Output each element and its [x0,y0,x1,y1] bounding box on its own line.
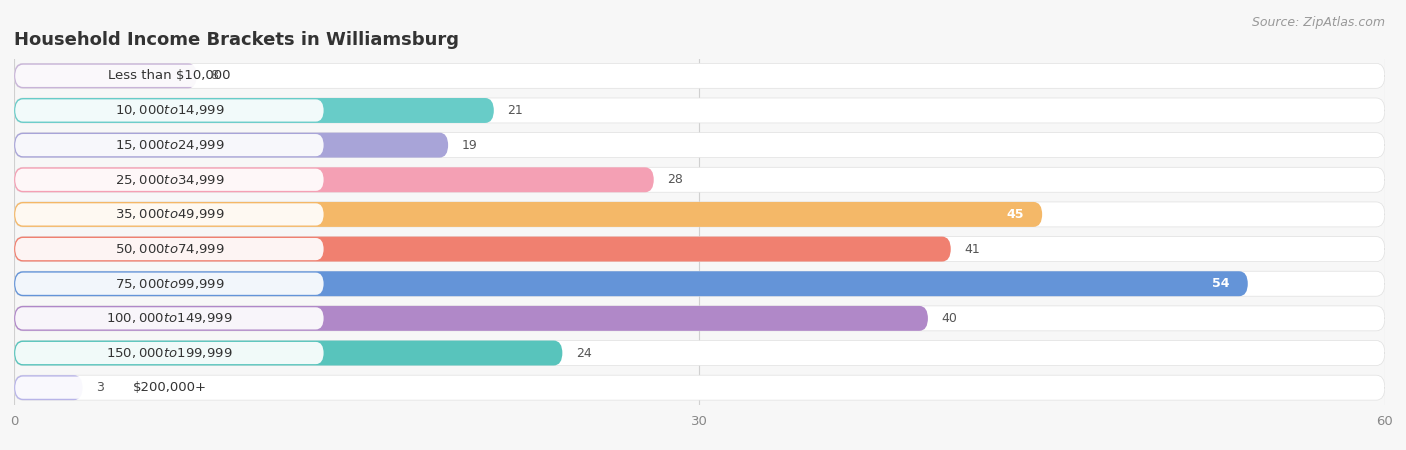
FancyBboxPatch shape [15,134,323,156]
FancyBboxPatch shape [14,271,1249,296]
FancyBboxPatch shape [14,98,494,123]
Text: $15,000 to $24,999: $15,000 to $24,999 [114,138,225,152]
Text: $75,000 to $99,999: $75,000 to $99,999 [114,277,225,291]
FancyBboxPatch shape [14,63,197,88]
FancyBboxPatch shape [14,133,1385,158]
Text: 19: 19 [463,139,478,152]
Text: 21: 21 [508,104,523,117]
FancyBboxPatch shape [15,377,323,399]
Text: 8: 8 [211,69,218,82]
FancyBboxPatch shape [14,306,1385,331]
Text: $25,000 to $34,999: $25,000 to $34,999 [114,173,225,187]
FancyBboxPatch shape [15,203,323,225]
FancyBboxPatch shape [14,237,950,261]
FancyBboxPatch shape [14,306,928,331]
FancyBboxPatch shape [14,271,1385,296]
FancyBboxPatch shape [15,273,323,295]
FancyBboxPatch shape [14,63,1385,88]
FancyBboxPatch shape [15,342,323,364]
FancyBboxPatch shape [14,202,1385,227]
Text: 54: 54 [1212,277,1230,290]
Text: Source: ZipAtlas.com: Source: ZipAtlas.com [1251,16,1385,29]
Text: Less than $10,000: Less than $10,000 [108,69,231,82]
FancyBboxPatch shape [14,375,1385,400]
FancyBboxPatch shape [14,133,449,158]
FancyBboxPatch shape [14,375,83,400]
FancyBboxPatch shape [14,167,1385,192]
FancyBboxPatch shape [15,238,323,260]
Text: 28: 28 [668,173,683,186]
FancyBboxPatch shape [14,202,1042,227]
Text: 24: 24 [576,346,592,360]
Text: $150,000 to $199,999: $150,000 to $199,999 [107,346,232,360]
Text: $200,000+: $200,000+ [132,381,207,394]
Text: $50,000 to $74,999: $50,000 to $74,999 [114,242,225,256]
FancyBboxPatch shape [14,237,1385,261]
Text: 41: 41 [965,243,980,256]
Text: $35,000 to $49,999: $35,000 to $49,999 [114,207,225,221]
Text: $100,000 to $149,999: $100,000 to $149,999 [107,311,232,325]
FancyBboxPatch shape [15,99,323,122]
Text: Household Income Brackets in Williamsburg: Household Income Brackets in Williamsbur… [14,31,460,49]
Text: 3: 3 [97,381,104,394]
FancyBboxPatch shape [15,307,323,329]
FancyBboxPatch shape [14,98,1385,123]
FancyBboxPatch shape [14,341,1385,365]
FancyBboxPatch shape [14,341,562,365]
Text: $10,000 to $14,999: $10,000 to $14,999 [114,104,225,117]
FancyBboxPatch shape [15,65,323,87]
Text: 40: 40 [942,312,957,325]
Text: 45: 45 [1007,208,1024,221]
FancyBboxPatch shape [15,169,323,191]
FancyBboxPatch shape [14,167,654,192]
